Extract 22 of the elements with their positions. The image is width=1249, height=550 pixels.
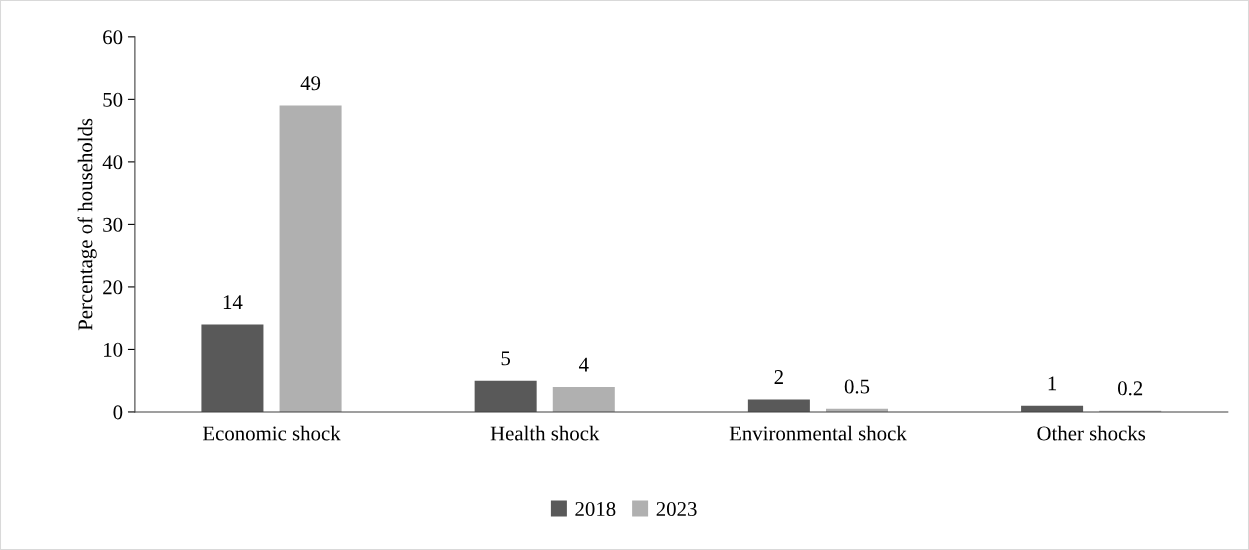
data-label: 0.5 bbox=[844, 379, 870, 394]
y-tick-label: 0 bbox=[113, 405, 123, 420]
data-label: 2 bbox=[774, 370, 783, 384]
y-axis-title: Percentage of households bbox=[77, 118, 97, 331]
x-tick-label: Other shocks bbox=[1037, 425, 1146, 441]
y-tick-label: 40 bbox=[102, 155, 123, 170]
y-tick-label: 30 bbox=[103, 217, 123, 232]
data-label: 4 bbox=[578, 357, 589, 372]
x-tick-label: Environmental shock bbox=[729, 425, 907, 441]
data-label: 0.2 bbox=[1118, 381, 1143, 396]
y-tick-label: 50 bbox=[103, 92, 123, 107]
legend-label: 2023 bbox=[656, 501, 697, 517]
x-tick-label: Economic shock bbox=[202, 425, 341, 441]
y-tick-label: 20 bbox=[103, 280, 123, 295]
data-label: 5 bbox=[501, 351, 511, 366]
y-tick-label: 10 bbox=[104, 342, 123, 357]
data-label: 49 bbox=[300, 76, 321, 91]
x-tick-label: Health shock bbox=[490, 425, 600, 441]
y-tick-label: 60 bbox=[103, 30, 123, 45]
data-label: 14 bbox=[223, 295, 243, 309]
data-label: 1 bbox=[1048, 376, 1057, 391]
legend-label: 2018 bbox=[575, 501, 616, 517]
